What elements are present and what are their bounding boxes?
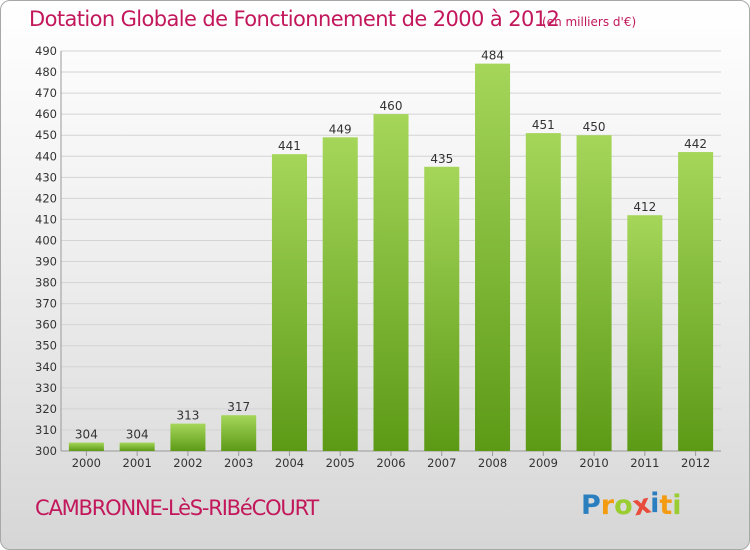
bar-2003	[221, 415, 257, 451]
x-tick-label: 2008	[478, 456, 507, 470]
bar-2011	[627, 215, 663, 451]
bar-2006	[373, 114, 409, 451]
y-tick-label: 400	[35, 233, 57, 247]
x-tick-label: 2002	[173, 456, 202, 470]
bar-2004	[271, 154, 307, 451]
y-tick-label: 340	[35, 360, 57, 374]
y-tick-label: 310	[35, 423, 57, 437]
y-tick-label: 490	[35, 44, 57, 58]
bars	[68, 63, 714, 452]
chart-unit-label: (en milliers d'€)	[542, 15, 637, 29]
logo-letter: i	[672, 490, 682, 521]
bar-2012	[678, 152, 714, 452]
y-tick-label: 480	[35, 65, 57, 79]
y-tick-label: 300	[35, 444, 57, 458]
x-tick-label: 2011	[630, 456, 659, 470]
y-tick-label: 380	[35, 276, 57, 290]
y-tick-label: 360	[35, 318, 57, 332]
y-tick-label: 420	[35, 191, 57, 205]
logo-letter: t	[659, 490, 673, 521]
x-tick-label: 2003	[224, 456, 253, 470]
x-tick-label: 2010	[579, 456, 608, 470]
bar-2002	[170, 423, 206, 451]
bar-2008	[475, 63, 511, 451]
data-label: 435	[430, 152, 453, 166]
data-label: 313	[176, 409, 199, 423]
logo-letter: r	[600, 490, 615, 521]
bar-2009	[525, 133, 561, 451]
y-tick-label: 430	[35, 170, 57, 184]
data-label: 441	[278, 139, 301, 153]
y-tick-label: 460	[35, 107, 57, 121]
bar-2001	[119, 442, 155, 451]
x-tick-label: 2004	[275, 456, 304, 470]
data-label: 304	[126, 428, 149, 442]
data-label: 460	[380, 99, 403, 113]
y-tick-label: 410	[35, 212, 57, 226]
x-tick-label: 2012	[681, 456, 710, 470]
x-tick-label: 2001	[123, 456, 152, 470]
y-tick-label: 370	[35, 297, 57, 311]
data-label: 317	[227, 400, 250, 414]
y-tick-label: 320	[35, 402, 57, 416]
bar-2007	[424, 166, 460, 451]
logo-letter: i	[650, 488, 660, 519]
y-tick-label: 440	[35, 149, 57, 163]
bar-2010	[576, 135, 612, 452]
x-tick-label: 2006	[376, 456, 405, 470]
x-tick-label: 2009	[529, 456, 558, 470]
data-label: 449	[329, 122, 352, 136]
chart-title: Dotation Globale de Fonctionnement de 20…	[29, 7, 560, 31]
y-tick-label: 390	[35, 255, 57, 269]
x-tick-label: 2007	[427, 456, 456, 470]
bar-2000	[68, 442, 104, 451]
y-tick-label: 450	[35, 128, 57, 142]
logo-letter: o	[614, 490, 633, 521]
data-label: 442	[684, 137, 707, 151]
logo-letter: P	[581, 490, 601, 521]
data-label: 484	[481, 49, 504, 63]
data-label: 412	[633, 200, 656, 214]
x-tick-label: 2005	[326, 456, 355, 470]
data-label: 451	[532, 118, 555, 132]
data-labels: 304 304 313 317 441 449 460 435 484 451 450 412 442	[75, 49, 707, 442]
commune-name: CAMBRONNE-LèS-RIBéCOURT	[35, 496, 319, 520]
y-tick-label: 470	[35, 86, 57, 100]
data-label: 450	[583, 120, 606, 134]
proxiti-logo[interactable]: Proxiti	[581, 488, 682, 522]
data-label: 304	[75, 428, 98, 442]
y-tick-label: 330	[35, 381, 57, 395]
axes: 300 310 320 330 340 350 360 370 380 390 400 410 420 4…	[35, 44, 721, 470]
x-tick-label: 2000	[72, 456, 101, 470]
bar-2005	[322, 137, 358, 451]
y-tick-label: 350	[35, 339, 57, 353]
